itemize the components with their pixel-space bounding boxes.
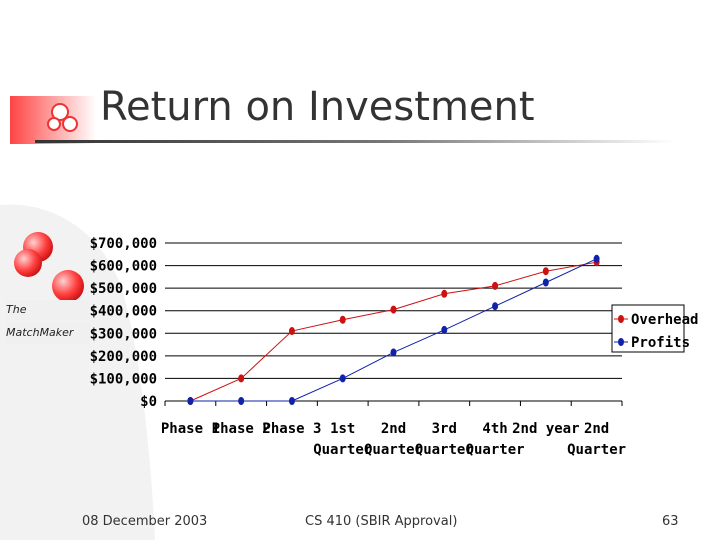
- x-tick-label: Phase 2: [212, 421, 271, 437]
- y-tick-label: $200,000: [90, 349, 157, 365]
- sidebar-bubble: [14, 249, 42, 277]
- footer-date: 08 December 2003: [82, 514, 208, 529]
- x-tick-label: 4th Quarter: [466, 421, 525, 458]
- data-point: [492, 281, 499, 290]
- sidebar-bubble: [52, 270, 84, 302]
- y-axis-ticks: $0 $100,000 $200,000 $300,000 $400,000 $500,0…: [90, 236, 157, 410]
- sidebar-swoosh: [0, 204, 155, 540]
- legend-box: [611, 304, 685, 353]
- x-tick-label: 2nd year: [512, 421, 579, 437]
- data-point: [339, 315, 346, 324]
- page-title: Return on Investment: [100, 84, 535, 130]
- y-tick-label: $600,000: [90, 259, 157, 275]
- brand-label-line1: The: [6, 300, 90, 320]
- footer-course: CS 410 (SBIR Approval): [305, 514, 458, 529]
- legend-label: Overhead: [631, 312, 698, 328]
- footer-page-number: 63: [662, 514, 679, 529]
- x-tick-label: 2nd Quarter: [567, 421, 626, 458]
- x-tick-label: Phase 3: [262, 421, 321, 437]
- legend-label: Profits: [631, 335, 690, 351]
- data-point: [542, 267, 549, 276]
- data-point: [492, 302, 499, 311]
- data-point: [390, 305, 397, 314]
- legend-marker: [618, 315, 624, 323]
- data-point: [542, 278, 549, 287]
- data-point: [593, 254, 600, 263]
- series-line: [190, 258, 597, 402]
- y-tick-label: $0: [140, 394, 157, 410]
- x-tick-label: 1st Quarter: [313, 421, 372, 458]
- y-tick-label: $700,000: [90, 236, 157, 252]
- title-underline: [35, 140, 675, 143]
- series-line: [190, 261, 597, 402]
- data-point: [390, 348, 397, 357]
- data-point: [238, 397, 245, 405]
- chart-gridlines: [165, 242, 622, 402]
- data-point: [441, 325, 448, 334]
- data-point: [238, 374, 245, 383]
- y-tick-label: $100,000: [90, 371, 157, 387]
- x-tick-label: 2nd Quarter: [364, 421, 423, 458]
- data-point: [288, 397, 295, 405]
- y-tick-label: $400,000: [90, 304, 157, 320]
- chart-series: [187, 254, 600, 405]
- x-tick-label: 3rd Quarter: [415, 421, 474, 458]
- header-bubble: [62, 116, 78, 132]
- brand-label-line2: MatchMaker: [6, 322, 90, 344]
- x-tick-label: Phase 1: [161, 421, 220, 437]
- data-point: [339, 374, 346, 383]
- data-point: [441, 289, 448, 298]
- y-tick-label: $500,000: [90, 281, 157, 297]
- header-bubble: [51, 103, 69, 121]
- data-point: [187, 397, 194, 405]
- data-point: [288, 327, 295, 336]
- series-profits: [187, 254, 600, 405]
- legend-marker: [618, 338, 624, 346]
- header-bubble: [47, 117, 61, 131]
- y-tick-label: $300,000: [90, 326, 157, 342]
- series-overhead: [187, 258, 600, 405]
- chart-legend: Overhead Profits: [611, 304, 698, 353]
